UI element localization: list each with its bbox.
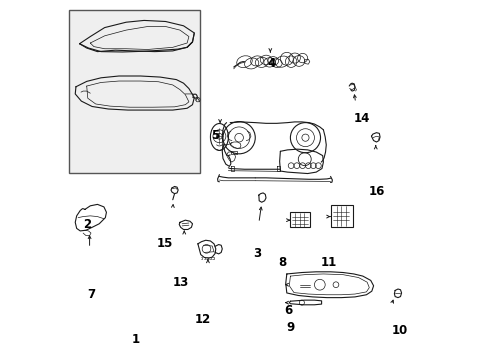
- Text: 2: 2: [83, 218, 91, 231]
- Text: 8: 8: [278, 256, 285, 269]
- Text: 11: 11: [320, 256, 336, 269]
- Bar: [290, 212, 309, 227]
- Text: 9: 9: [285, 321, 294, 334]
- Text: 16: 16: [367, 185, 384, 198]
- Text: 10: 10: [390, 324, 407, 337]
- Text: 6: 6: [284, 305, 292, 318]
- Text: 15: 15: [156, 237, 172, 250]
- Bar: [69, 10, 200, 173]
- Text: 3: 3: [252, 247, 261, 260]
- Text: 1: 1: [131, 333, 140, 346]
- Text: 7: 7: [87, 288, 95, 301]
- Text: 5: 5: [210, 129, 219, 142]
- Text: 13: 13: [173, 276, 189, 289]
- Bar: [330, 205, 352, 226]
- Text: 4: 4: [267, 57, 275, 70]
- Text: 12: 12: [195, 312, 211, 326]
- Text: 14: 14: [352, 112, 369, 125]
